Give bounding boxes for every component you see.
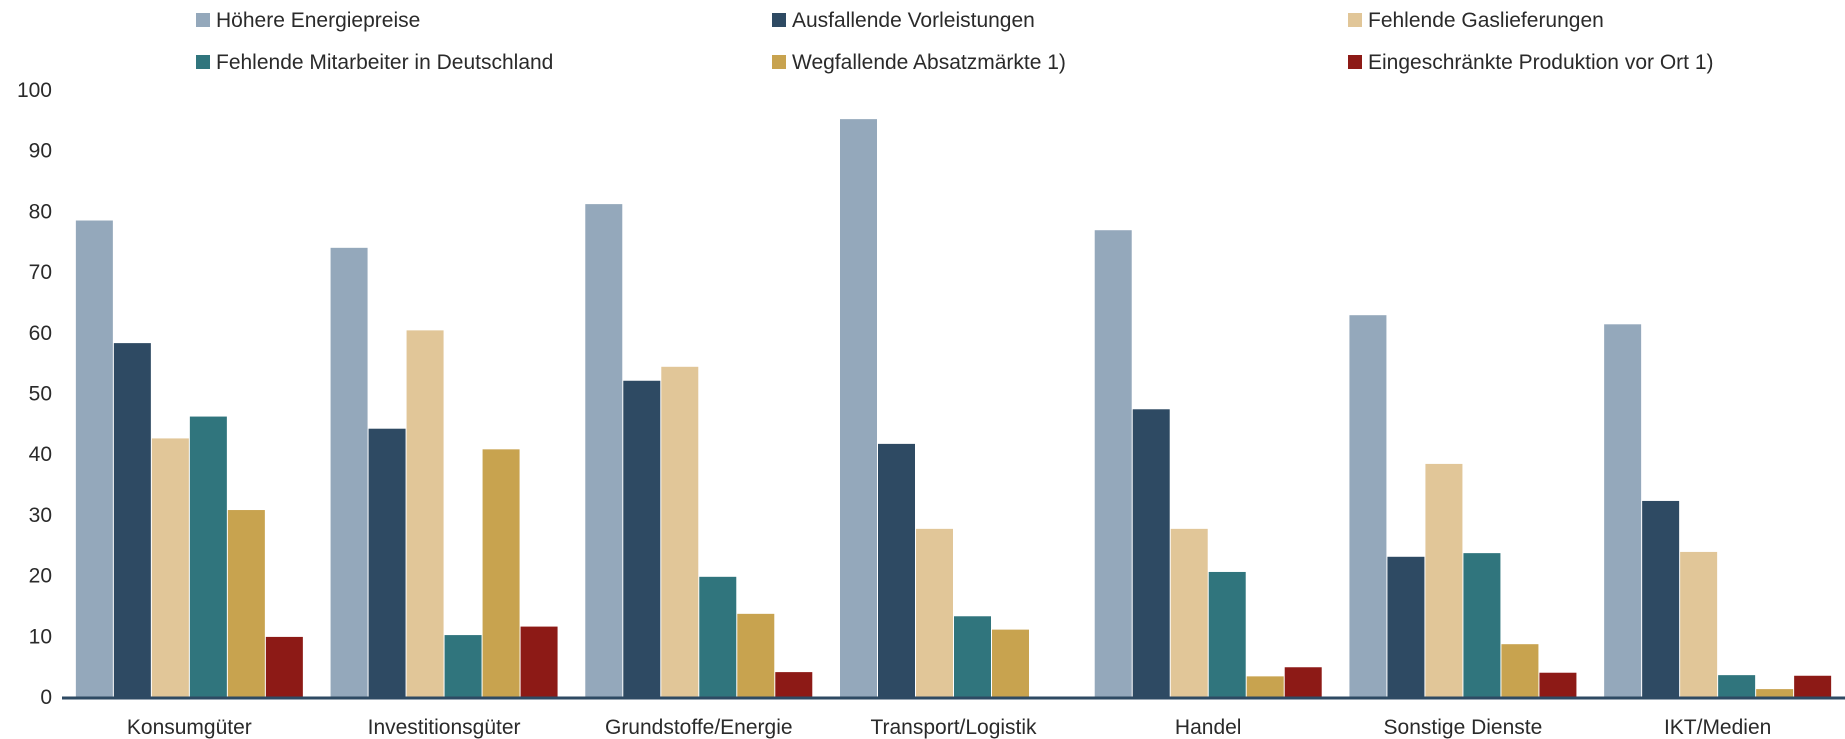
bar-investitionsgueter-eingeschraenkte-produktion-vor-ort-1 [520, 626, 558, 697]
bar-transport-logistik-wegfallende-absatzmaerkte-1 [992, 629, 1029, 697]
x-tick-label-handel: Handel [1175, 716, 1242, 739]
legend-label-wegfallende-absatzmaerkte-1: Wegfallende Absatzmärkte 1) [792, 51, 1066, 74]
bar-handel-fehlende-gaslieferungen [1170, 528, 1208, 697]
bar-transport-logistik-hoehere-energiepreise [840, 119, 877, 698]
bar-investitionsgueter-hoehere-energiepreise [330, 247, 368, 697]
y-tick-label-60: 60 [29, 322, 52, 345]
bar-investitionsgueter-ausfallende-vorleistungen [368, 428, 406, 697]
bar-ikt-medien-hoehere-energiepreise [1604, 324, 1642, 697]
bar-investitionsgueter-wegfallende-absatzmaerkte-1 [482, 449, 520, 697]
bar-grundstoffe-energie-hoehere-energiepreise [585, 204, 623, 697]
bars-group [75, 119, 1832, 698]
bar-ikt-medien-fehlende-mitarbeiter-in-deutschland [1718, 675, 1756, 697]
bar-investitionsgueter-fehlende-gaslieferungen [406, 330, 444, 697]
bar-sonstige-dienste-eingeschraenkte-produktion-vor-ort-1 [1539, 672, 1577, 697]
y-tick-label-80: 80 [29, 200, 52, 223]
bar-sonstige-dienste-wegfallende-absatzmaerkte-1 [1501, 644, 1539, 697]
y-tick-label-30: 30 [29, 504, 52, 527]
x-tick-label-transport-logistik: Transport/Logistik [870, 716, 1037, 739]
bar-konsumgueter-eingeschraenkte-produktion-vor-ort-1 [265, 636, 303, 697]
x-tick-label-investitionsgueter: Investitionsgüter [368, 716, 521, 739]
legend-label-fehlende-mitarbeiter-in-deutschland: Fehlende Mitarbeiter in Deutschland [216, 51, 553, 74]
bar-handel-fehlende-mitarbeiter-in-deutschland [1208, 571, 1246, 697]
y-tick-label-70: 70 [29, 261, 52, 284]
bar-sonstige-dienste-fehlende-gaslieferungen [1425, 463, 1463, 697]
bar-grundstoffe-energie-eingeschraenkte-produktion-vor-ort-1 [775, 672, 813, 697]
bar-sonstige-dienste-hoehere-energiepreise [1349, 315, 1387, 697]
y-tick-label-50: 50 [29, 383, 52, 406]
bar-ikt-medien-wegfallende-absatzmaerkte-1 [1756, 689, 1794, 697]
x-tick-label-ikt-medien: IKT/Medien [1664, 716, 1771, 739]
x-tick-label-konsumgueter: Konsumgüter [127, 716, 252, 739]
bar-konsumgueter-wegfallende-absatzmaerkte-1 [227, 510, 265, 697]
x-axis: Konsumgüter Investitionsgüter Grundstoffe/… [127, 716, 1771, 739]
x-tick-label-grundstoffe-energie: Grundstoffe/Energie [605, 716, 793, 739]
y-tick-label-20: 20 [29, 565, 52, 588]
bar-investitionsgueter-fehlende-mitarbeiter-in-deutschland [444, 635, 482, 697]
x-tick-label-sonstige-dienste: Sonstige Dienste [1384, 716, 1543, 739]
legend-swatch-eingeschraenkte-produktion-vor-ort-1 [1348, 55, 1362, 69]
bar-sonstige-dienste-ausfallende-vorleistungen [1387, 556, 1425, 697]
bar-ikt-medien-eingeschraenkte-produktion-vor-ort-1 [1794, 675, 1832, 697]
bar-handel-eingeschraenkte-produktion-vor-ort-1 [1284, 667, 1322, 697]
bar-transport-logistik-fehlende-mitarbeiter-in-deutschland [954, 616, 991, 697]
bar-konsumgueter-fehlende-gaslieferungen [151, 438, 189, 697]
y-tick-label-90: 90 [29, 140, 52, 163]
bar-grundstoffe-energie-fehlende-mitarbeiter-in-deutschland [699, 576, 737, 697]
legend-swatch-ausfallende-vorleistungen [772, 13, 786, 27]
bar-transport-logistik-fehlende-gaslieferungen [916, 528, 953, 697]
bar-grundstoffe-energie-ausfallende-vorleistungen [623, 380, 661, 697]
bar-grundstoffe-energie-fehlende-gaslieferungen [661, 366, 699, 697]
bar-ikt-medien-ausfallende-vorleistungen [1642, 500, 1680, 697]
legend-swatch-wegfallende-absatzmaerkte-1 [772, 55, 786, 69]
y-tick-label-100: 100 [17, 79, 52, 102]
legend-label-eingeschraenkte-produktion-vor-ort-1: Eingeschränkte Produktion vor Ort 1) [1368, 51, 1714, 74]
bar-konsumgueter-ausfallende-vorleistungen [113, 343, 151, 697]
legend-label-hoehere-energiepreise: Höhere Energiepreise [216, 9, 420, 32]
y-tick-label-0: 0 [40, 686, 52, 709]
bar-handel-ausfallende-vorleistungen [1132, 409, 1170, 697]
bar-grundstoffe-energie-wegfallende-absatzmaerkte-1 [737, 613, 775, 697]
y-axis: 0 10 20 30 40 50 60 70 80 90 100 [17, 79, 52, 709]
legend-swatch-hoehere-energiepreise [196, 13, 210, 27]
bar-handel-hoehere-energiepreise [1094, 230, 1132, 698]
legend-swatch-fehlende-mitarbeiter-in-deutschland [196, 55, 210, 69]
bar-ikt-medien-fehlende-gaslieferungen [1680, 551, 1718, 697]
legend-label-ausfallende-vorleistungen: Ausfallende Vorleistungen [792, 9, 1035, 32]
bar-konsumgueter-hoehere-energiepreise [75, 220, 113, 697]
bar-konsumgueter-fehlende-mitarbeiter-in-deutschland [189, 416, 227, 697]
bar-handel-wegfallende-absatzmaerkte-1 [1246, 676, 1284, 697]
chart-legend: Höhere Energiepreise Ausfallende Vorleist… [196, 9, 1714, 74]
legend-label-fehlende-gaslieferungen: Fehlende Gaslieferungen [1368, 9, 1604, 32]
bar-transport-logistik-ausfallende-vorleistungen [878, 443, 915, 697]
y-tick-label-10: 10 [29, 625, 52, 648]
y-tick-label-40: 40 [29, 443, 52, 466]
bar-sonstige-dienste-fehlende-mitarbeiter-in-deutschland [1463, 553, 1501, 697]
legend-swatch-fehlende-gaslieferungen [1348, 13, 1362, 27]
